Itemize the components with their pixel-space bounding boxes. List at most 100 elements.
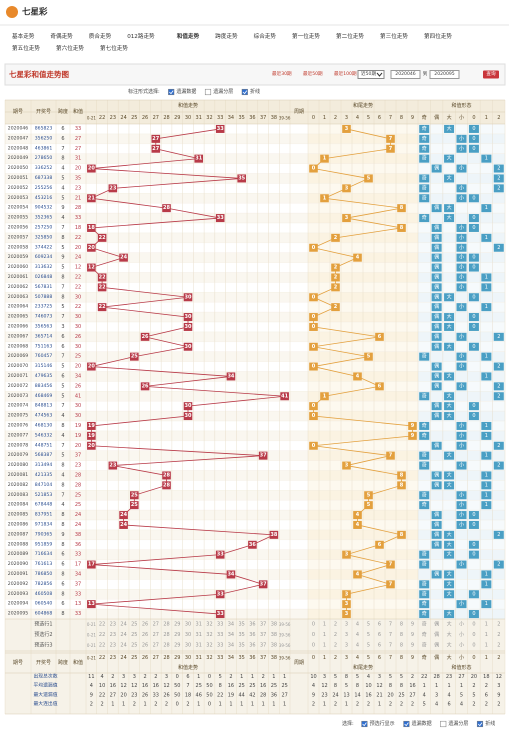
tail-mark <box>408 421 417 430</box>
tail-mark <box>309 293 318 302</box>
query-button[interactable] <box>483 70 499 79</box>
nav-link[interactable]: 第一位走势 <box>292 32 320 40</box>
checkbox[interactable] <box>361 720 368 728</box>
form-mark <box>456 501 467 510</box>
stat-value: 28 <box>260 692 266 698</box>
form-mark-label: 1 <box>485 205 488 211</box>
form-cell-label: 偶 <box>434 654 439 661</box>
checkbox[interactable] <box>476 720 484 728</box>
row-bg <box>5 589 505 600</box>
select-box[interactable] <box>357 70 385 79</box>
sum-column-label: 39-56 <box>279 656 291 661</box>
form-mark-label: 偶 <box>434 234 439 241</box>
nav-link[interactable]: 跨度走势 <box>215 32 238 40</box>
sum: 20 <box>75 166 81 172</box>
span: 7 <box>61 403 64 409</box>
stat-value: 21 <box>376 692 382 698</box>
row-bg <box>5 599 505 610</box>
stat-value: 2 <box>111 674 114 680</box>
checkbox[interactable] <box>168 88 175 96</box>
nav-link[interactable]: 第七位走势 <box>100 44 128 52</box>
form-mark-label: 小 <box>459 561 464 568</box>
tail-column-label: 8 <box>400 632 403 638</box>
tail-column-label: 6 <box>378 115 381 121</box>
sum-mark-label: 33 <box>217 552 224 558</box>
span: 5 <box>61 383 64 389</box>
form-mark <box>419 451 430 460</box>
form-mark-label: 小 <box>459 194 464 201</box>
form-mark-label: 大 <box>447 590 452 597</box>
sum-column-label: 33 <box>217 643 223 649</box>
nav-link[interactable]: 基本走势 <box>12 32 35 40</box>
to-input[interactable] <box>429 70 460 79</box>
sum-mark <box>97 233 107 242</box>
page-title: 七星彩和值走势图 <box>9 69 69 79</box>
tail-mark <box>320 154 329 163</box>
form-cell-label: 大 <box>447 114 452 121</box>
tail-mark-label: 1 <box>323 195 327 201</box>
nav-link[interactable]: 012路走势 <box>127 32 155 40</box>
issue: 2020060 <box>8 264 29 270</box>
form-mark <box>456 303 467 312</box>
nav-link[interactable]: 综合走势 <box>254 32 277 40</box>
sum-column-label: 30 <box>185 115 191 121</box>
form-mark-label: 小 <box>459 353 464 360</box>
form-mark-label: 0 <box>472 215 475 221</box>
nav-link[interactable]: 第四位走势 <box>424 32 452 40</box>
sum: 27 <box>75 136 81 142</box>
sum-column-label: 0-21 <box>87 633 97 638</box>
form-mark <box>481 283 492 292</box>
stat-value: 4 <box>312 683 315 689</box>
checkbox[interactable] <box>241 88 248 96</box>
stat-value: 10 <box>365 683 371 689</box>
form-mark <box>456 283 467 292</box>
sum-column-label: 24 <box>120 643 126 649</box>
stat-value: 25 <box>281 683 287 689</box>
form-mark-label: 偶 <box>434 273 439 280</box>
checkbox[interactable] <box>440 720 447 728</box>
stat-value: 2 <box>154 674 157 680</box>
nav-link[interactable]: 第二位走势 <box>336 32 364 40</box>
form-bg <box>418 589 505 600</box>
form-cell-label: 0 <box>472 643 475 649</box>
tail-column-label: 5 <box>367 115 370 121</box>
option-label: 标注形式选择: <box>128 88 160 95</box>
nav-link[interactable]: 质合走势 <box>89 32 112 40</box>
sum-mark-label: 26 <box>142 383 149 389</box>
form-mark-label: 大 <box>447 323 452 330</box>
nav-link[interactable]: 第五位走势 <box>12 44 40 52</box>
quick-range[interactable]: 最近100期 <box>334 70 357 77</box>
tail-mark <box>309 412 318 421</box>
stat-value: 2 <box>497 702 500 708</box>
span: 5 <box>61 265 64 271</box>
checkbox[interactable] <box>403 720 410 728</box>
tail-column-label: 1 <box>323 115 326 121</box>
nav-link[interactable]: 和值走势 <box>177 32 200 40</box>
nav-link[interactable]: 第三位走势 <box>380 32 408 40</box>
stat-value: 22 <box>421 674 427 680</box>
issue: 2020090 <box>8 561 29 567</box>
form-mark <box>444 293 455 302</box>
form-mark-label: 大 <box>447 125 452 132</box>
stat-value: 50 <box>206 692 212 698</box>
form-mark <box>456 243 467 252</box>
nav-link[interactable]: 第六位走势 <box>56 44 84 52</box>
from-input[interactable] <box>390 70 421 79</box>
sum-column-label: 32 <box>206 632 212 638</box>
sum-mark <box>183 402 193 411</box>
tail-mark-label: 3 <box>345 552 349 558</box>
nav-link[interactable]: 奇偶走势 <box>50 32 73 40</box>
draw-number: 761613 <box>35 561 53 567</box>
tail-mark <box>309 243 318 252</box>
tail-mark-label: 7 <box>389 146 393 152</box>
form-mark <box>419 144 430 153</box>
quick-range[interactable]: 最近30期 <box>272 70 292 77</box>
form-mark <box>419 421 430 430</box>
quick-range[interactable]: 最近50期 <box>303 70 323 77</box>
checkbox[interactable] <box>204 88 212 96</box>
sum-column-label: 25 <box>131 115 137 121</box>
sum-mark-label: 20 <box>88 245 95 251</box>
stat-value: 6 <box>485 692 488 698</box>
form-mark-label: 奇 <box>422 462 427 469</box>
stat-value: 8 <box>400 683 403 689</box>
